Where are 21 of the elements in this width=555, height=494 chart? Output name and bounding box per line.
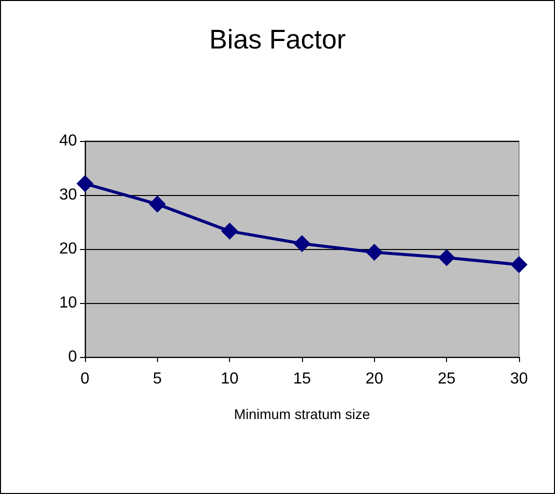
y-tick-label: 0 [68, 348, 78, 366]
y-tick-label: 30 [59, 186, 78, 204]
point [438, 249, 456, 266]
point [366, 244, 383, 261]
x-tick-label: 10 [220, 370, 239, 388]
x-tick-label: 5 [152, 370, 162, 388]
x-tick-label: 20 [365, 370, 384, 388]
x-tick-label: 25 [438, 370, 456, 388]
x-axis-title: Minimum stratum size [234, 406, 370, 422]
chart-title: Bias Factor [209, 24, 346, 54]
point [294, 235, 310, 252]
x-tick-label: 15 [293, 370, 311, 388]
point [510, 256, 528, 274]
y-tick-label: 20 [59, 240, 78, 258]
x-tick-label: 30 [510, 370, 528, 388]
y-tick-label: 40 [59, 132, 78, 150]
point [221, 222, 238, 240]
point [76, 175, 94, 192]
x-tick-label: 0 [80, 370, 90, 388]
y-tick-label: 10 [59, 294, 78, 312]
point [148, 196, 166, 213]
